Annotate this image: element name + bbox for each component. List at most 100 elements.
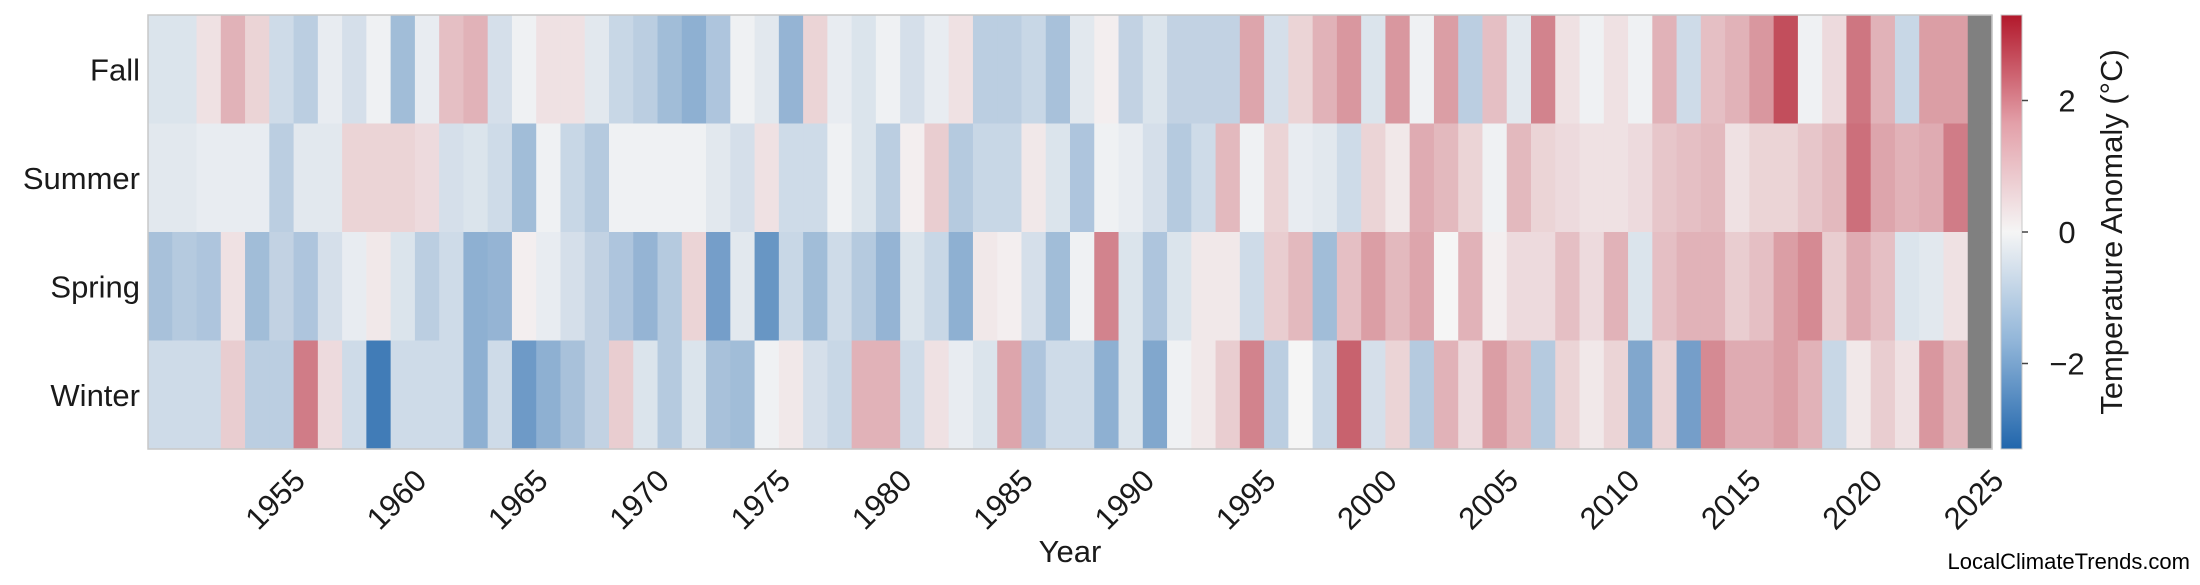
heatmap-cell-summer-1979 xyxy=(851,123,877,233)
heatmap-cell-summer-1976 xyxy=(778,123,804,233)
heatmap-cell-summer-2023 xyxy=(1919,123,1945,233)
heatmap-cell-winter-1985 xyxy=(997,340,1023,450)
heatmap-cell-fall-1989 xyxy=(1094,15,1120,125)
heatmap-cell-winter-1997 xyxy=(1288,340,1314,450)
heatmap-cell-fall-1998 xyxy=(1312,15,1338,125)
heatmap-cell-fall-1977 xyxy=(803,15,828,125)
heatmap-cell-fall-1982 xyxy=(924,15,950,125)
row-label-spring: Spring xyxy=(50,269,140,304)
heatmap-cell-spring-1982 xyxy=(924,232,950,342)
heatmap-cell-spring-1980 xyxy=(875,232,901,342)
heatmap-cell-winter-1969 xyxy=(609,340,634,450)
heatmap-cell-summer-1951 xyxy=(172,123,198,233)
heatmap-cell-fall-1978 xyxy=(827,15,853,125)
heatmap-cell-fall-1960 xyxy=(390,15,416,125)
heatmap-cell-spring-1979 xyxy=(851,232,877,342)
heatmap-cell-summer-1965 xyxy=(511,123,537,233)
heatmap-cell-spring-1951 xyxy=(172,232,198,342)
heatmap-cell-spring-2012 xyxy=(1652,232,1678,342)
heatmap-cell-spring-1984 xyxy=(972,232,998,342)
heatmap-cell-winter-2001 xyxy=(1385,340,1411,450)
heatmap-cell-fall-1970 xyxy=(633,15,659,125)
heatmap-cell-fall-1994 xyxy=(1215,15,1241,125)
heatmap-cell-winter-1952 xyxy=(196,340,222,450)
x-tick-2025: 2025 xyxy=(1937,463,2011,537)
heatmap-cell-summer-1988 xyxy=(1070,123,1095,233)
heatmap-cell-fall-1992 xyxy=(1167,15,1192,125)
heatmap-cell-spring-1957 xyxy=(317,232,343,342)
heatmap-cell-summer-1995 xyxy=(1239,123,1265,233)
heatmap-cell-summer-1985 xyxy=(997,123,1023,233)
heatmap-cell-fall-1952 xyxy=(196,15,222,125)
heatmap-cell-fall-1988 xyxy=(1070,15,1095,125)
heatmap-cell-fall-1976 xyxy=(778,15,804,125)
heatmap-cell-summer-1997 xyxy=(1288,123,1314,233)
heatmap-cell-spring-2010 xyxy=(1603,232,1629,342)
heatmap-cell-summer-2018 xyxy=(1797,123,1823,233)
heatmap-cell-spring-2011 xyxy=(1628,232,1653,342)
heatmap-cell-spring-2004 xyxy=(1458,232,1484,342)
heatmap-cell-summer-1987 xyxy=(1045,123,1071,233)
heatmap-cell-winter-1994 xyxy=(1215,340,1241,450)
heatmap-cell-spring-1997 xyxy=(1288,232,1314,342)
heatmap-cell-spring-1988 xyxy=(1070,232,1095,342)
heatmap-cell-summer-1999 xyxy=(1336,123,1362,233)
heatmap-cell-spring-1961 xyxy=(414,232,440,342)
heatmap-cell-summer-1984 xyxy=(972,123,998,233)
heatmap-cell-spring-1954 xyxy=(245,232,270,342)
heatmap-cell-winter-1951 xyxy=(172,340,198,450)
heatmap-cell-fall-2019 xyxy=(1822,15,1848,125)
heatmap-cell-summer-1993 xyxy=(1191,123,1217,233)
heatmap-cell-winter-1972 xyxy=(681,340,707,450)
heatmap-cell-fall-2010 xyxy=(1603,15,1629,125)
heatmap-cell-winter-1956 xyxy=(293,340,319,450)
heatmap-cell-fall-1963 xyxy=(463,15,489,125)
heatmap-cell-summer-2010 xyxy=(1603,123,1629,233)
heatmap-cell-fall-1967 xyxy=(560,15,586,125)
x-tick-1975: 1975 xyxy=(724,463,798,537)
heatmap-cell-summer-2001 xyxy=(1385,123,1411,233)
heatmap-cell-spring-2024 xyxy=(1943,232,1969,342)
heatmap-cell-spring-1977 xyxy=(803,232,828,342)
heatmap-cell-winter-2025 xyxy=(1967,340,1993,450)
heatmap-cell-winter-1988 xyxy=(1070,340,1095,450)
heatmap-cell-spring-1964 xyxy=(487,232,513,342)
colorbar-tick-label: 0 xyxy=(2058,215,2075,250)
x-tick-1985: 1985 xyxy=(966,463,1040,537)
heatmap-cell-fall-1958 xyxy=(342,15,367,125)
heatmap-cell-fall-2018 xyxy=(1797,15,1823,125)
heatmap-cell-winter-2008 xyxy=(1555,340,1581,450)
heatmap-cell-spring-1952 xyxy=(196,232,222,342)
heatmap-cell-winter-2009 xyxy=(1579,340,1605,450)
heatmap-cell-winter-2002 xyxy=(1409,340,1435,450)
heatmap-cell-winter-2015 xyxy=(1725,340,1750,450)
heatmap-cell-fall-1973 xyxy=(706,15,731,125)
heatmap-cell-winter-1986 xyxy=(1021,340,1047,450)
heatmap-cell-winter-1955 xyxy=(269,340,295,450)
heatmap-cell-winter-1983 xyxy=(948,340,974,450)
heatmap-cell-summer-2019 xyxy=(1822,123,1848,233)
heatmap-cell-spring-2002 xyxy=(1409,232,1435,342)
x-tick-1970: 1970 xyxy=(602,463,676,537)
heatmap-cell-summer-1972 xyxy=(681,123,707,233)
heatmap-cell-spring-1970 xyxy=(633,232,659,342)
heatmap-cell-spring-2019 xyxy=(1822,232,1848,342)
heatmap-cell-fall-1975 xyxy=(754,15,780,125)
heatmap-cell-spring-1999 xyxy=(1336,232,1362,342)
x-tick-2020: 2020 xyxy=(1816,463,1890,537)
heatmap-cell-winter-1954 xyxy=(245,340,270,450)
heatmap-cell-fall-1987 xyxy=(1045,15,1071,125)
heatmap-cell-fall-1959 xyxy=(366,15,392,125)
heatmap-cell-summer-1971 xyxy=(657,123,683,233)
x-tick-1990: 1990 xyxy=(1088,463,1162,537)
heatmap-cell-winter-1977 xyxy=(803,340,828,450)
heatmap-cell-fall-2006 xyxy=(1506,15,1532,125)
heatmap-cell-summer-2006 xyxy=(1506,123,1532,233)
heatmap-cell-spring-2017 xyxy=(1773,232,1799,342)
heatmap-cell-summer-2009 xyxy=(1579,123,1605,233)
heatmap-cell-fall-2007 xyxy=(1531,15,1556,125)
x-tick-2010: 2010 xyxy=(1573,463,1647,537)
heatmap-cell-spring-2021 xyxy=(1870,232,1896,342)
colorbar xyxy=(2000,14,2023,450)
heatmap-cell-fall-1984 xyxy=(972,15,998,125)
